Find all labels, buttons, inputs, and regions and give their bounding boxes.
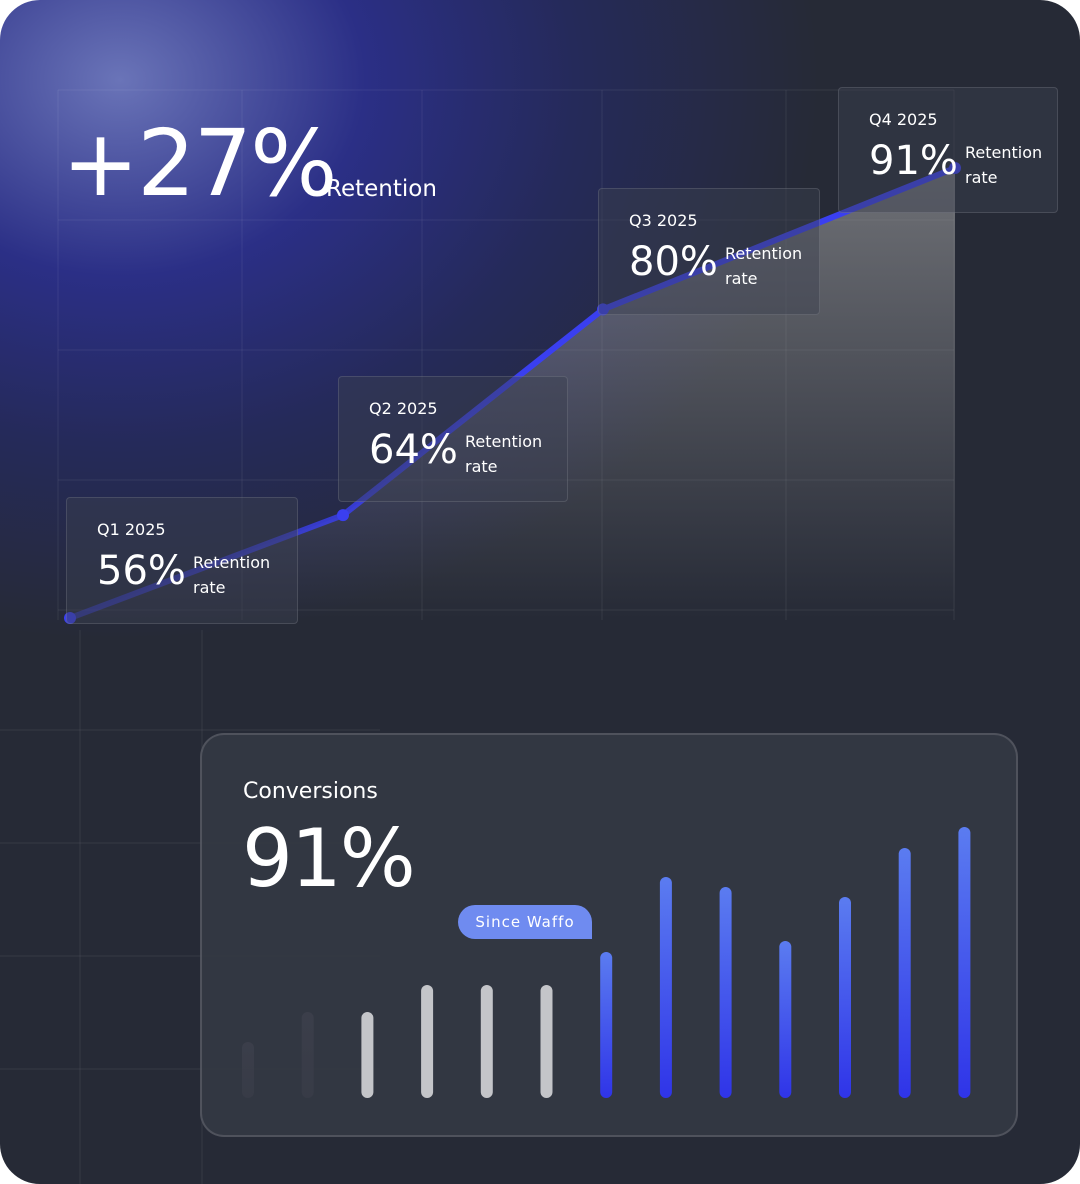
card-category: Q2 2025 xyxy=(369,399,438,418)
bar xyxy=(958,827,971,1098)
area-fill xyxy=(70,168,955,620)
line xyxy=(67,165,958,621)
bar xyxy=(898,848,911,1098)
point-card: Q3 2025 80% Retention rate xyxy=(598,188,820,315)
card-label: Retention rate xyxy=(465,432,543,476)
card-value: 56% xyxy=(97,548,186,594)
point-card: Q4 2025 91% Retention rate xyxy=(838,87,1058,213)
line-chart xyxy=(64,162,961,624)
card-label: Retention rate xyxy=(725,244,803,288)
card-value: 80% xyxy=(629,239,718,285)
bar xyxy=(779,941,792,1098)
card-category: Q3 2025 xyxy=(629,211,698,230)
annotation: Since Waffo xyxy=(458,905,592,939)
bar xyxy=(361,1012,374,1098)
point-card: Q1 2025 56% Retention rate xyxy=(66,497,298,624)
card-category: Q4 2025 xyxy=(869,110,938,129)
bar xyxy=(600,952,613,1098)
bar xyxy=(659,877,672,1098)
bar xyxy=(839,897,851,1098)
point xyxy=(337,509,349,522)
card-headline: 91% xyxy=(242,812,416,905)
bar xyxy=(301,1012,314,1098)
bar xyxy=(719,887,732,1098)
headline-label: Retention xyxy=(326,176,437,202)
card-label: Retention rate xyxy=(965,143,1043,187)
bar xyxy=(540,985,553,1098)
headline-value: +27% xyxy=(62,110,338,217)
card-value: 91% xyxy=(869,138,958,184)
point xyxy=(949,162,961,174)
point-card: Q2 2025 64% Retention rate xyxy=(338,376,568,502)
card-category: Q1 2025 xyxy=(97,520,166,539)
card-label: Retention rate xyxy=(193,553,271,597)
card-value: 64% xyxy=(369,427,458,473)
bar xyxy=(421,985,434,1098)
card-title: Conversions xyxy=(243,779,378,804)
bar xyxy=(480,985,493,1098)
bar xyxy=(242,1042,254,1098)
